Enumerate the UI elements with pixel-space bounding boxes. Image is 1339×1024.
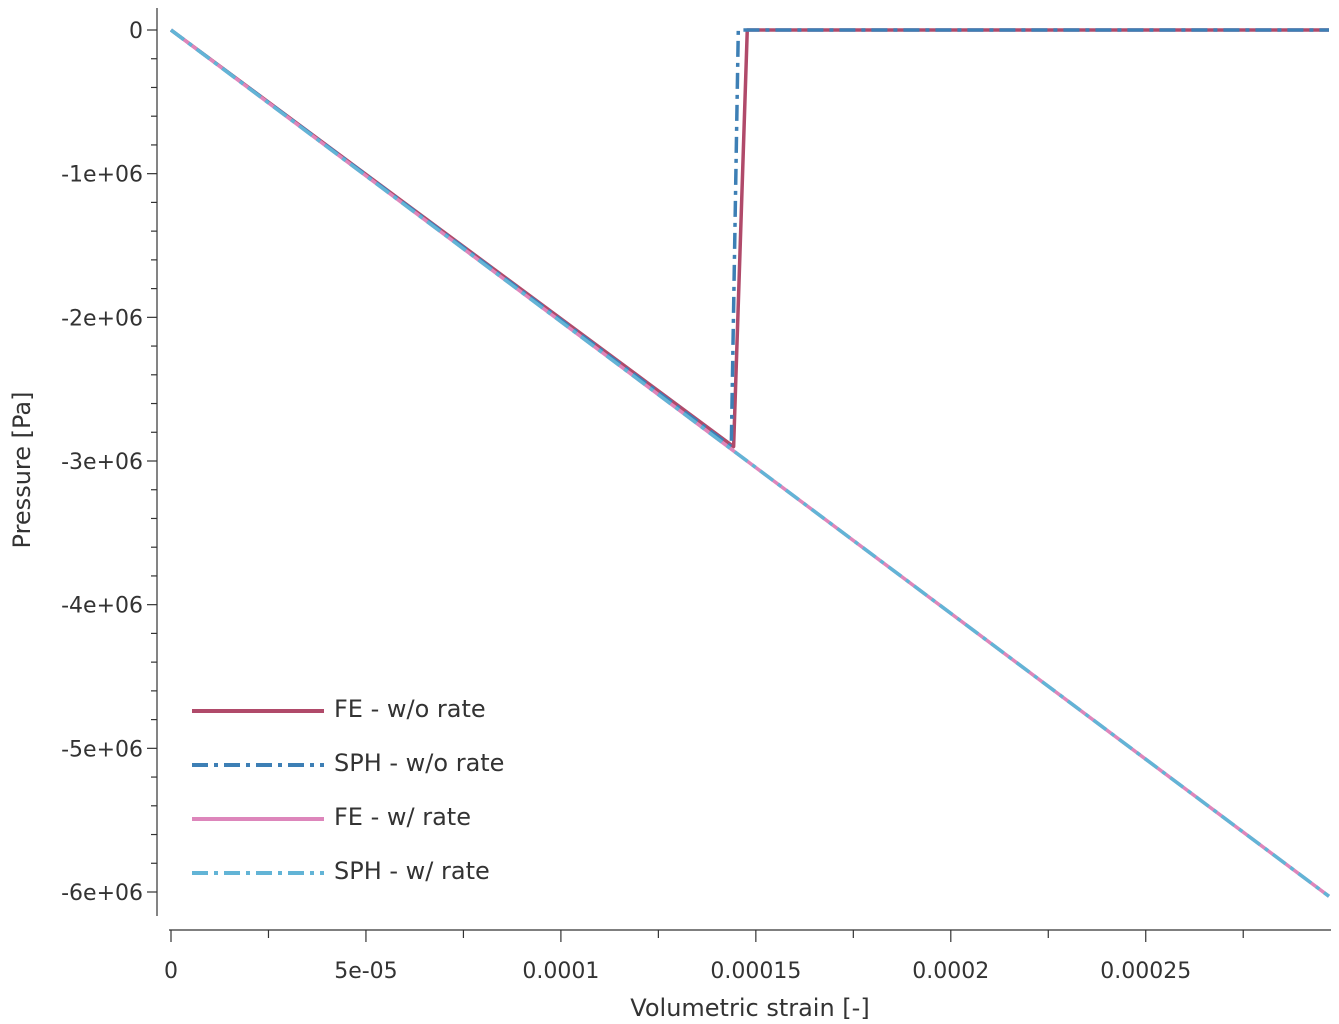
series-line-fe-w-o-rate bbox=[169, 28, 1329, 449]
axes bbox=[156, 8, 1331, 931]
y-tick-label: -5e+06 bbox=[61, 737, 143, 762]
y-ticks: 0 -1e+06 -2e+06 -3e+06 -4e+06 -5e+06 -6e+06 bbox=[61, 19, 157, 906]
y-tick-label: -4e+06 bbox=[61, 594, 143, 619]
x-tick-label: 0.0001 bbox=[522, 959, 599, 984]
legend-label: FE - w/ rate bbox=[334, 803, 471, 831]
y-tick-label: -3e+06 bbox=[61, 450, 143, 475]
series-line-sph-w-o-rate bbox=[169, 28, 1329, 449]
x-tick-label: 0 bbox=[164, 959, 178, 984]
y-tick-label: -2e+06 bbox=[61, 306, 143, 331]
y-axis-title: Pressure [Pa] bbox=[8, 392, 36, 549]
series-line-fe-w-rate bbox=[169, 28, 1331, 898]
legend: FE - w/o rate SPH - w/o rate FE - w/ rate S… bbox=[192, 695, 504, 885]
x-axis-title: Volumetric strain [-] bbox=[630, 994, 869, 1022]
x-tick-label: 5e-05 bbox=[334, 959, 397, 984]
x-tick-label: 0.0002 bbox=[912, 959, 989, 984]
y-tick-label: -1e+06 bbox=[61, 163, 143, 188]
y-tick-label: -6e+06 bbox=[61, 881, 143, 906]
legend-label: FE - w/o rate bbox=[334, 695, 486, 723]
x-tick-label: 0.00015 bbox=[710, 959, 801, 984]
x-tick-label: 0.00025 bbox=[1100, 959, 1191, 984]
y-tick-label: 0 bbox=[129, 19, 143, 44]
series-layer bbox=[169, 28, 1331, 898]
legend-label: SPH - w/o rate bbox=[334, 749, 504, 777]
legend-label: SPH - w/ rate bbox=[334, 857, 490, 885]
x-ticks: 0 5e-05 0.0001 0.00015 0.0002 0.00025 bbox=[164, 930, 1244, 984]
